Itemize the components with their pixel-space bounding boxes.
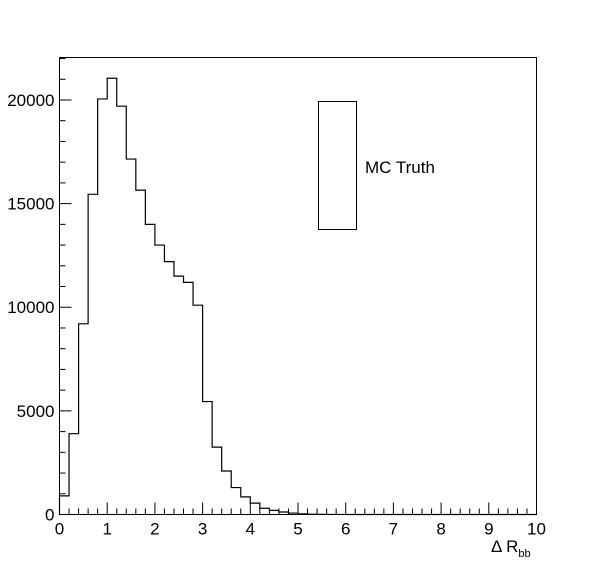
y-axis-ticks xyxy=(59,58,72,515)
y-tick-label: 0 xyxy=(45,506,54,525)
x-tick-label: 7 xyxy=(389,520,398,539)
legend-label: MC Truth xyxy=(365,158,435,177)
x-axis-label-subscript: bb xyxy=(518,548,530,560)
x-tick-label: 8 xyxy=(436,520,445,539)
x-axis-tick-labels: 0 1 2 3 4 5 6 7 8 9 10 xyxy=(55,520,546,539)
x-axis-label: Δ Rbb xyxy=(491,537,531,560)
legend-marker-box xyxy=(318,101,357,230)
x-tick-label: 6 xyxy=(341,520,350,539)
histogram-series-line xyxy=(58,77,537,516)
x-tick-label: 2 xyxy=(150,520,159,539)
x-tick-label: 3 xyxy=(198,520,207,539)
y-axis-tick-labels: 0 5000 10000 15000 20000 xyxy=(7,91,54,525)
x-tick-label: 5 xyxy=(293,520,302,539)
x-tick-label: 4 xyxy=(246,520,255,539)
y-tick-label: 10000 xyxy=(7,298,54,317)
x-tick-label: 10 xyxy=(527,520,546,539)
y-tick-label: 15000 xyxy=(7,195,54,214)
y-tick-label: 5000 xyxy=(17,402,55,421)
y-tick-label: 20000 xyxy=(7,91,54,110)
x-axis-label-main: Δ R xyxy=(491,537,518,556)
x-tick-label: 9 xyxy=(484,520,493,539)
plot-frame xyxy=(59,57,537,515)
x-tick-label: 1 xyxy=(102,520,111,539)
x-tick-label: 0 xyxy=(55,520,64,539)
